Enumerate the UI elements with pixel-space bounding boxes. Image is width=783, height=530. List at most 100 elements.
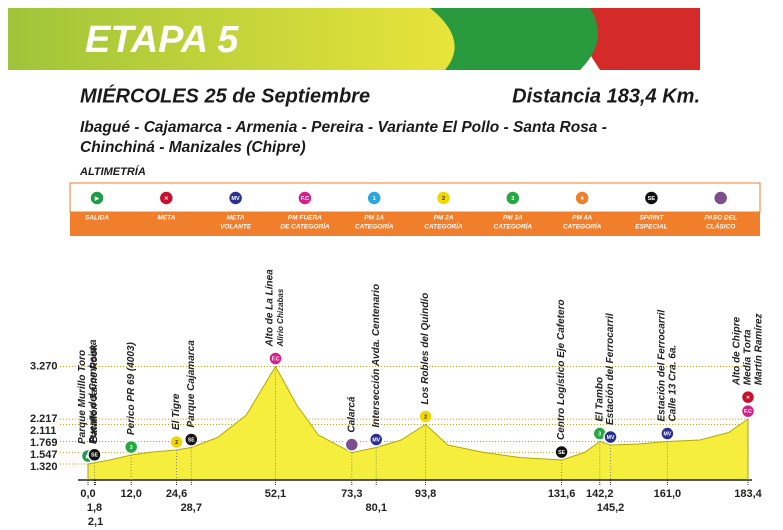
- legend-label: META: [227, 215, 245, 222]
- marker-label: El Tigre: [171, 393, 182, 430]
- icon-symbol: SE: [188, 437, 195, 443]
- icon-symbol: ✕: [746, 395, 750, 401]
- legend-label: CLÁSICO: [706, 222, 735, 231]
- legend-label: PM 4A: [572, 215, 592, 222]
- icon: [603, 429, 618, 445]
- icon-symbol: SE: [91, 453, 98, 459]
- marker-label: Alirio Chizabas: [276, 288, 285, 347]
- banner: [8, 8, 455, 70]
- legend-label: CATEGORÍA: [494, 222, 533, 231]
- icon-symbol: 3: [130, 445, 133, 451]
- x-tick-label: 24,6: [166, 488, 187, 500]
- marker-label: Media Torta: [743, 329, 754, 385]
- marker-label: Martín Ramírez: [754, 313, 765, 385]
- icon-symbol: MV: [372, 437, 380, 443]
- icon: [418, 409, 433, 424]
- y-tick-label: 1.320: [30, 461, 58, 473]
- icon: [366, 190, 382, 206]
- y-tick-label: 2.217: [30, 413, 58, 425]
- legend-label: ESPECIAL: [635, 224, 668, 231]
- icon: [89, 190, 105, 206]
- x-tick-label: 93,8: [415, 488, 436, 500]
- marker-label: Batallón Jaime Rook: [89, 344, 100, 443]
- x-tick-label: 145,2: [597, 502, 625, 514]
- marker-label: Perico PR 69 (4003): [126, 342, 137, 435]
- marker-label: Parque Cajamarca: [186, 340, 197, 428]
- legend-band: [70, 212, 760, 236]
- icon: [660, 426, 675, 441]
- icon: [227, 190, 244, 206]
- icon: [369, 432, 384, 447]
- legend-label: CATEGORÍA: [355, 222, 394, 231]
- x-tick-label: 2,1: [88, 516, 103, 528]
- legend-label: CATEGORÍA: [563, 222, 602, 231]
- icon: [574, 190, 590, 206]
- icon-symbol: ▶: [94, 195, 100, 202]
- x-tick-label: 131,6: [548, 488, 576, 500]
- x-tick-label: 161,0: [654, 488, 682, 500]
- marker-label: Estación del Ferrocarril: [657, 310, 668, 422]
- distance: Distancia 183,4 Km.: [512, 85, 700, 107]
- icon-symbol: F.C: [744, 409, 752, 415]
- legend-label: PASO DEL: [704, 215, 737, 222]
- legend-label: META: [157, 215, 175, 222]
- stage-title: ETAPA 5: [85, 19, 239, 61]
- marker-label: Estación del Ferrocarril: [605, 313, 616, 425]
- icon: [643, 190, 660, 206]
- icon-symbol: SE: [558, 450, 565, 456]
- icon-symbol: ✕: [164, 195, 169, 202]
- marker-label: Centro Logístico Eje Cafetero: [556, 299, 567, 440]
- icon-symbol: 2: [175, 440, 178, 446]
- icon-symbol: 1: [373, 196, 376, 202]
- legend-label: VOLANTE: [220, 224, 252, 231]
- icon-symbol: 2: [442, 196, 445, 202]
- icon-symbol: F.C: [301, 196, 309, 202]
- icon-symbol: 3: [598, 431, 601, 437]
- icon: [712, 190, 729, 206]
- icon: [123, 439, 139, 455]
- legend-label: PM 2A: [434, 215, 454, 222]
- x-tick-label: 80,1: [366, 502, 387, 514]
- legend-label: SALIDA: [85, 215, 110, 222]
- icon-symbol: 4: [581, 196, 585, 202]
- marker-label: Los Robles del Quindío: [420, 293, 431, 405]
- icon: [740, 389, 756, 405]
- icon-symbol: MV: [663, 431, 671, 437]
- icon: [740, 403, 756, 419]
- marker-label: Calarcá: [346, 396, 357, 433]
- y-tick-label: 3.270: [30, 360, 58, 372]
- marker-label: Puente del Combeima: [88, 339, 99, 444]
- route-line: Ibagué - Cajamarca - Armenia - Pereira -…: [80, 119, 607, 136]
- x-tick-label: 12,0: [120, 488, 141, 500]
- marker-label: Calle 13 Cra. 6a.: [668, 345, 679, 422]
- x-tick-label: 73,3: [341, 488, 362, 500]
- icon: [554, 444, 569, 460]
- marker-label: El Tambo: [594, 377, 605, 422]
- icon-symbol: F.C: [272, 356, 280, 362]
- x-tick-label: 0,0: [80, 488, 95, 500]
- y-tick-label: 1.547: [30, 449, 58, 461]
- area: [87, 365, 749, 481]
- icon-symbol: SE: [648, 196, 656, 202]
- date: MIÉRCOLES 25 de Septiembre: [80, 84, 370, 107]
- marker-label: Intersección Avda. Centenario: [371, 284, 382, 428]
- marker-label: Alto de Chipre: [732, 316, 743, 386]
- y-tick-label: 2.111: [30, 425, 56, 437]
- legend-label: PM 3A: [503, 215, 523, 222]
- marker-label: Parque Murillo Toro: [77, 350, 88, 444]
- icon: [158, 190, 175, 206]
- x-tick-label: 183,4: [734, 488, 762, 500]
- route-line: Chinchiná - Manizales (Chipre): [80, 139, 306, 156]
- icon: [169, 434, 184, 450]
- icon: [184, 432, 199, 447]
- icon-symbol: MV: [231, 196, 240, 202]
- legend-label: CATEGORÍA: [424, 222, 463, 231]
- icon: [344, 437, 360, 452]
- legend-label: PM FUERA: [288, 215, 322, 222]
- icon-symbol: MV: [607, 435, 615, 441]
- marker-label: Alto de La Línea: [265, 269, 276, 348]
- icon: [268, 351, 283, 366]
- icon-symbol: 3: [511, 196, 514, 202]
